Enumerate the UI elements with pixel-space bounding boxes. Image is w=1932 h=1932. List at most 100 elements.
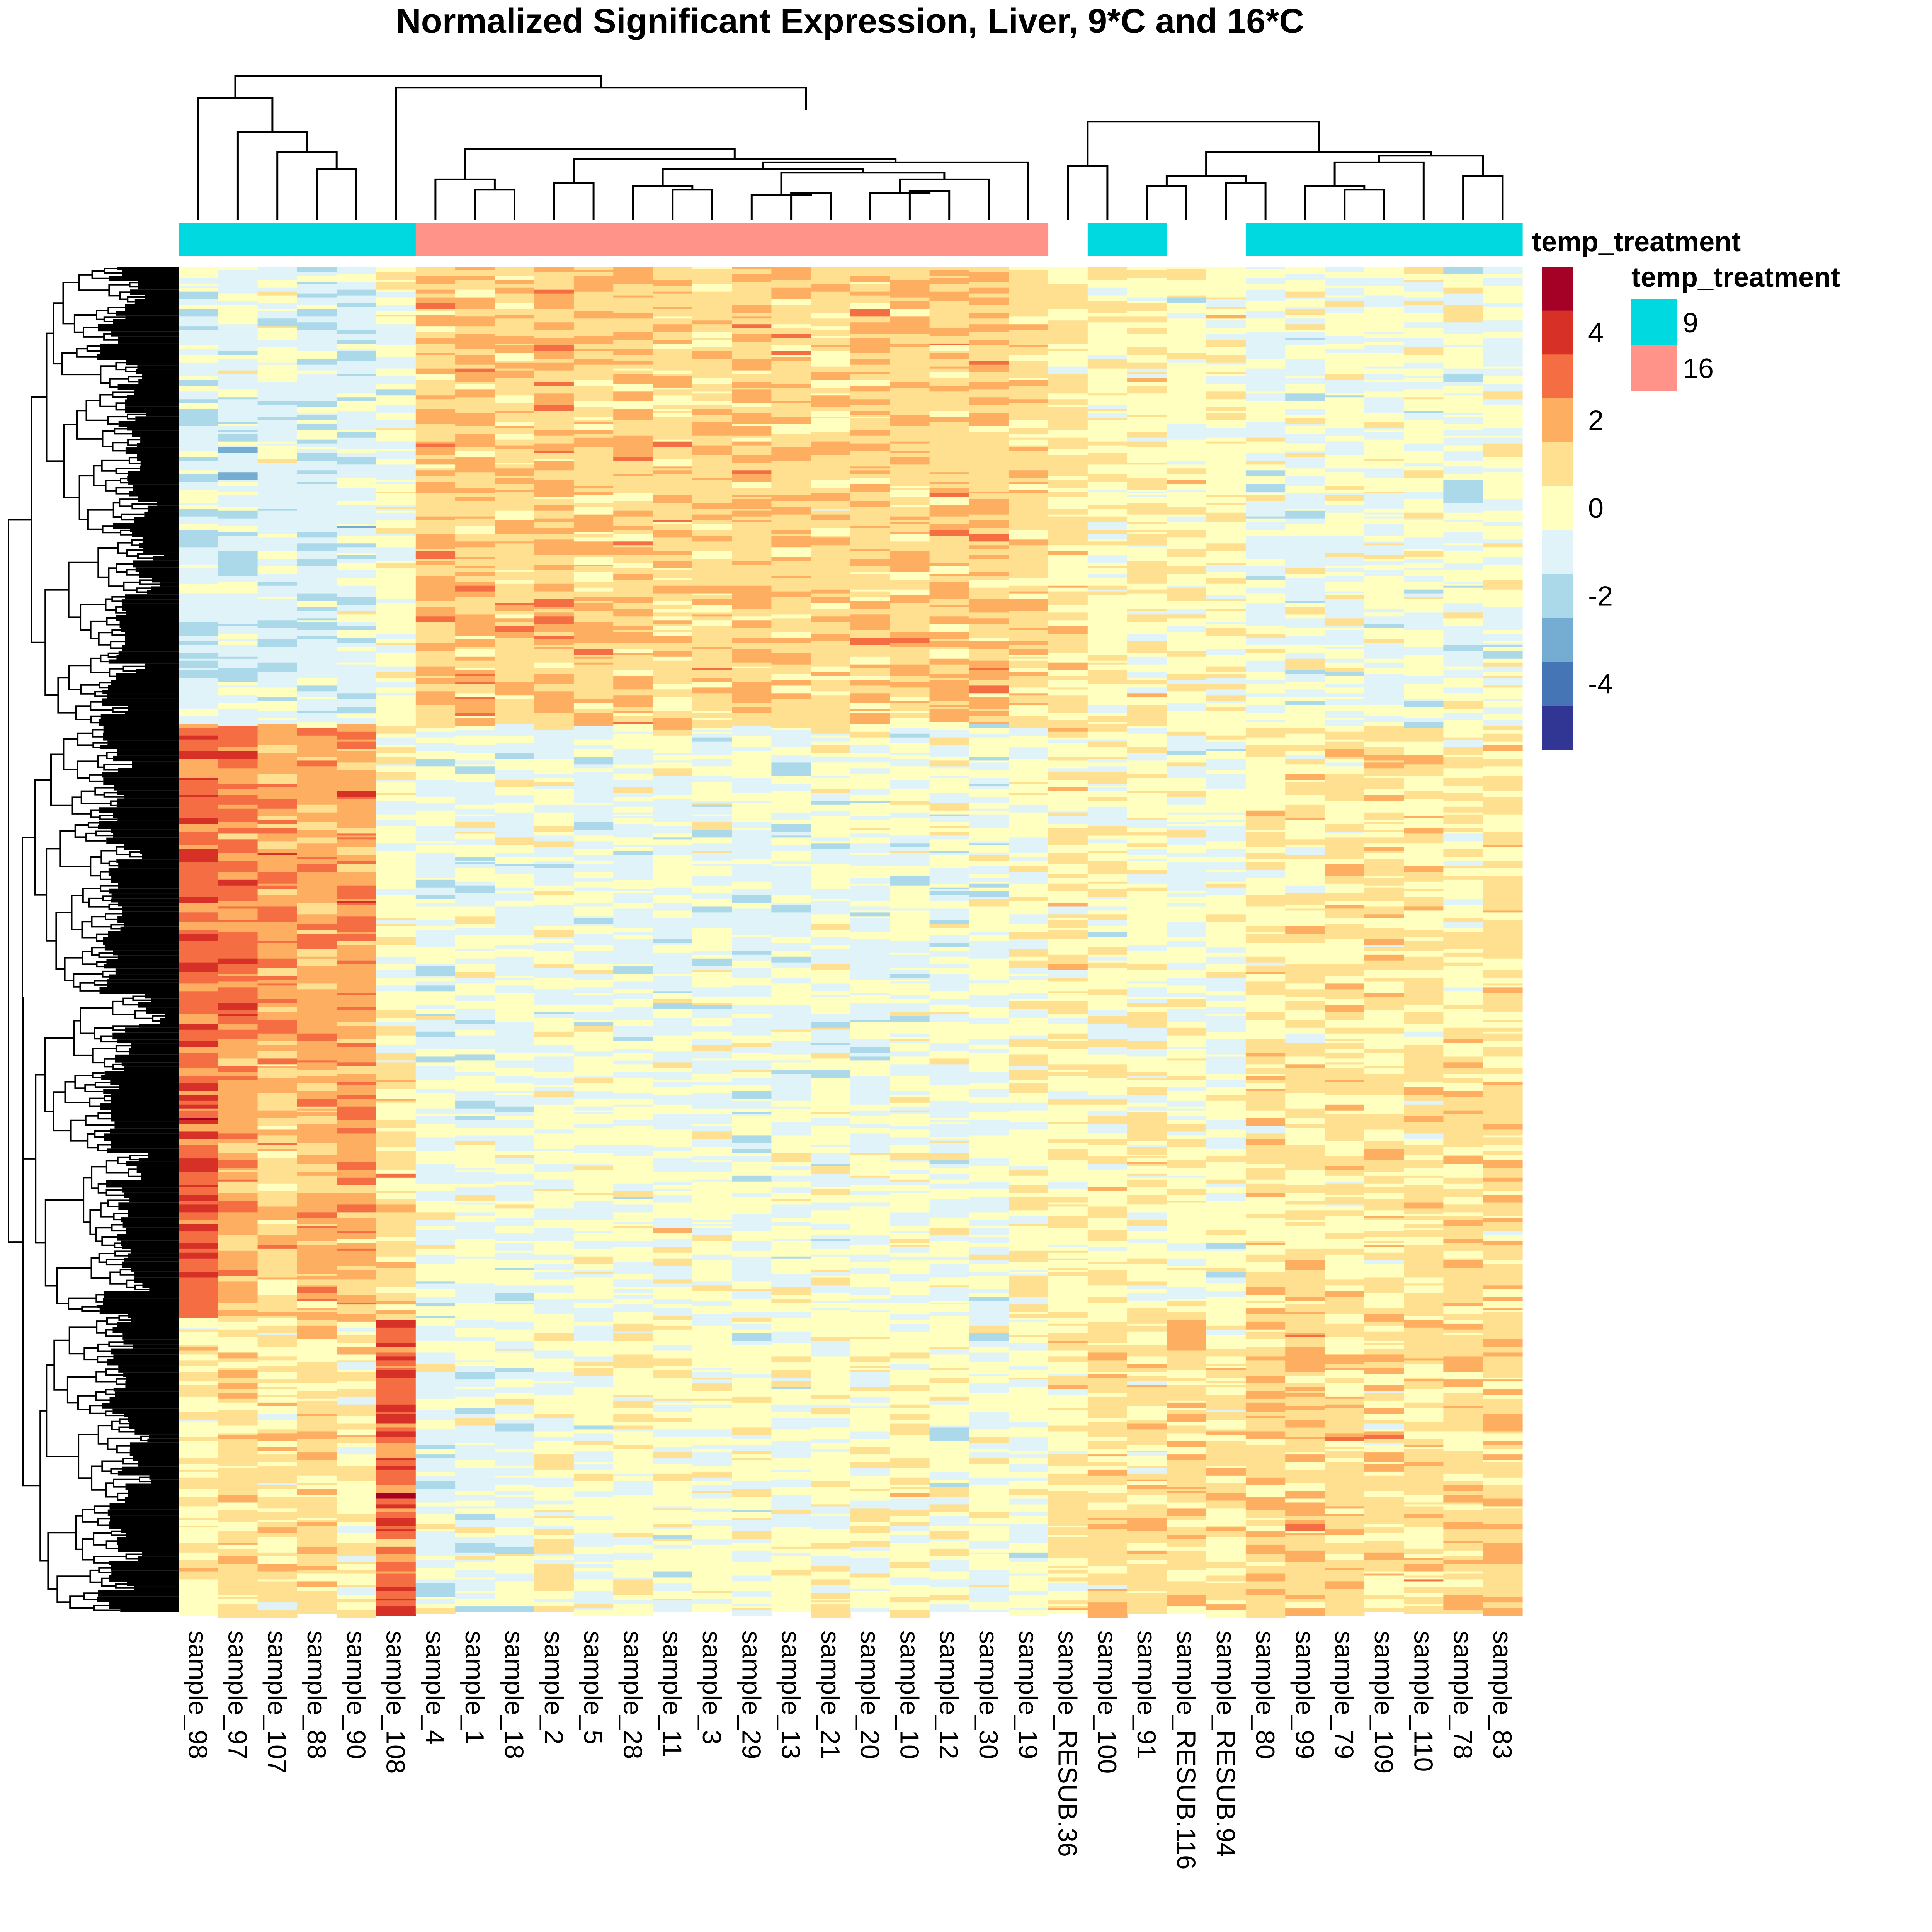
heatmap-cell <box>297 1400 337 1407</box>
heatmap-cell <box>692 1437 732 1445</box>
heatmap-cell <box>218 1527 258 1532</box>
heatmap-cell <box>771 516 811 525</box>
heatmap-cell <box>573 318 614 327</box>
heatmap-cell <box>179 1364 218 1366</box>
heatmap-cell <box>257 866 298 871</box>
heatmap-cell <box>218 593 258 602</box>
heatmap-cell <box>613 305 653 313</box>
heatmap-cell <box>495 1589 535 1591</box>
heatmap-cell <box>613 1228 653 1236</box>
heatmap-cell <box>297 956 337 959</box>
heatmap-cell <box>218 1345 258 1353</box>
heatmap-cell <box>573 1285 614 1287</box>
heatmap-cell <box>179 340 218 346</box>
heatmap-cell <box>653 470 693 474</box>
heatmap-cell <box>732 397 772 403</box>
heatmap-cell <box>415 455 456 459</box>
heatmap-cell <box>218 924 258 932</box>
heatmap-cell <box>415 733 456 738</box>
heatmap-cell <box>415 751 456 759</box>
heatmap-cell <box>257 1556 298 1561</box>
heatmap-cell <box>179 291 218 300</box>
heatmap-cell <box>257 895 298 903</box>
heatmap-cell <box>297 359 337 365</box>
heatmap-cell <box>218 1193 258 1201</box>
heatmap-cell <box>257 1245 298 1249</box>
heatmap-cell <box>573 891 614 900</box>
heatmap-cell <box>692 1166 732 1172</box>
heatmap-cell <box>495 1447 535 1449</box>
heatmap-cell <box>692 1429 732 1437</box>
heatmap-cell <box>218 1153 258 1161</box>
heatmap-cell <box>613 981 653 990</box>
heatmap-cell <box>732 324 772 328</box>
heatmap-cell <box>179 386 218 392</box>
heatmap-cell <box>415 1495 456 1503</box>
heatmap-cell <box>455 1100 495 1109</box>
heatmap-cell <box>415 1604 456 1609</box>
heatmap-cell <box>337 707 377 713</box>
heatmap-cell <box>376 1468 416 1470</box>
heatmap-cell <box>297 841 337 844</box>
heatmap-cell <box>495 910 535 915</box>
heatmap-cell <box>732 1108 772 1111</box>
heatmap-cell <box>455 760 495 765</box>
heatmap-cell <box>179 380 218 386</box>
heatmap-cell <box>495 620 535 622</box>
heatmap-cell <box>771 1043 811 1049</box>
heatmap-cell <box>297 1062 337 1070</box>
heatmap-cell <box>455 782 495 788</box>
heatmap-cell <box>376 505 416 507</box>
heatmap-cell <box>692 776 732 782</box>
heatmap-cell <box>771 716 811 723</box>
heatmap-cell <box>337 1051 377 1057</box>
heatmap-cell <box>771 280 811 288</box>
heatmap-cell <box>415 326 456 332</box>
dendrogram-branch <box>122 997 138 1006</box>
heatmap-cell <box>257 399 298 401</box>
heatmap-cell <box>257 353 298 355</box>
heatmap-cell <box>376 711 416 717</box>
heatmap-cell <box>653 530 693 538</box>
heatmap-cell <box>257 1366 298 1372</box>
heatmap-cell <box>218 918 258 920</box>
heatmap-cell <box>653 441 693 448</box>
heatmap-cell <box>455 972 495 978</box>
heatmap-cell <box>337 812 377 821</box>
heatmap-cell <box>257 612 298 621</box>
heatmap-cell <box>218 828 258 834</box>
heatmap-cell <box>653 1291 693 1293</box>
heatmap-cell <box>613 509 653 511</box>
heatmap-cell <box>692 1085 732 1094</box>
heatmap-cell <box>771 530 811 532</box>
heatmap-cell <box>455 1514 495 1520</box>
heatmap-cell <box>455 1001 495 1009</box>
heatmap-cell <box>573 987 614 990</box>
heatmap-cell <box>218 1321 258 1330</box>
heatmap-cell <box>257 980 298 984</box>
heatmap-cell <box>732 541 772 548</box>
heatmap-cell <box>573 1137 614 1143</box>
heatmap-cell <box>455 472 495 474</box>
heatmap-cell <box>771 668 811 673</box>
dendrogram-branch <box>79 982 100 992</box>
heatmap-cell <box>653 620 693 624</box>
dendrogram-branch <box>94 1505 110 1514</box>
heatmap-cell <box>376 1185 416 1192</box>
heatmap-cell <box>613 787 653 794</box>
heatmap-cell <box>455 1156 495 1165</box>
annotation-row-label: temp_treatment <box>1532 226 1741 257</box>
heatmap-cell <box>415 289 456 294</box>
heatmap-cell <box>653 605 693 609</box>
heatmap-cell <box>376 1060 416 1063</box>
heatmap-cell <box>376 1493 416 1499</box>
heatmap-cell <box>455 1387 495 1389</box>
heatmap-cell <box>415 493 456 500</box>
heatmap-cell <box>771 1066 811 1070</box>
heatmap-cell <box>337 1102 377 1105</box>
dendrogram-branch <box>126 1279 135 1288</box>
heatmap-cell <box>495 1093 535 1095</box>
heatmap-cell <box>732 1312 772 1318</box>
heatmap-cell <box>732 1070 772 1072</box>
heatmap-cell <box>653 1252 693 1259</box>
